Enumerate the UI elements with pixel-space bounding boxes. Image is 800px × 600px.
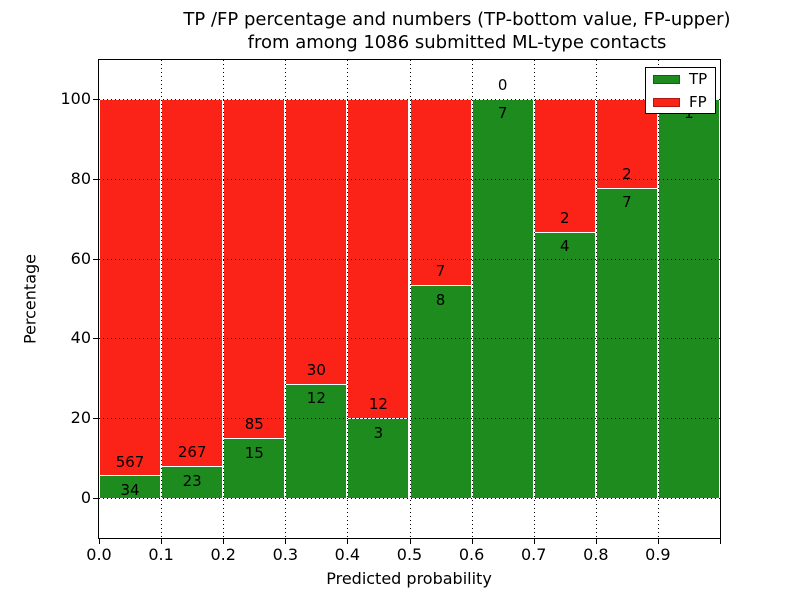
y-tick-label: 20 — [70, 408, 91, 428]
x-tick-label: 0.5 — [396, 545, 423, 564]
x-tick-mark — [285, 539, 287, 544]
y-tick-label: 0 — [80, 488, 91, 507]
y-tick-label: 100 — [60, 89, 91, 108]
tp-bar-segment — [347, 418, 410, 498]
x-tick-label: 0.7 — [520, 545, 547, 564]
y-tick-mark — [93, 258, 98, 260]
plot-area: TP FP 5673426723851530121237807242701 — [98, 59, 721, 539]
x-tick-mark — [595, 539, 597, 544]
x-tick-mark — [99, 539, 100, 544]
y-tick-label: 40 — [70, 328, 91, 348]
x-tick-label: 0.0 — [86, 545, 112, 564]
fp-bar-segment — [161, 99, 224, 467]
tp-bar-segment — [285, 384, 348, 498]
x-tick-mark — [720, 539, 721, 544]
x-tick-mark — [657, 539, 659, 544]
x-tick-label: 0.9 — [645, 545, 671, 564]
x-tick-label: 0.4 — [334, 545, 361, 564]
x-tick-mark — [533, 539, 535, 544]
tp-bar-segment — [533, 232, 596, 498]
tp-bar-segment — [223, 438, 286, 498]
fp-bar-segment — [285, 99, 348, 384]
chart-title: TP /FP percentage and numbers (TP-bottom… — [157, 8, 757, 54]
fp-bar-segment — [409, 99, 472, 286]
tp-bar-segment — [409, 285, 472, 498]
fp-count-label: 0 — [497, 76, 508, 94]
legend-row-tp: TP — [653, 69, 708, 88]
horizontal-gridline — [99, 498, 720, 499]
legend-swatch-tp-icon — [653, 74, 680, 84]
x-tick-label: 0.3 — [272, 545, 299, 564]
legend-label-tp: TP — [689, 69, 708, 88]
y-axis-label: Percentage — [20, 253, 40, 345]
fp-bar-segment — [99, 99, 162, 476]
x-tick-label: 0.2 — [210, 545, 236, 564]
y-tick-label: 60 — [70, 248, 91, 268]
tp-bar-segment — [595, 187, 658, 498]
y-tick-mark — [93, 498, 98, 499]
y-tick-mark — [93, 418, 98, 420]
fp-bar-segment — [533, 99, 596, 232]
y-tick-mark — [93, 99, 98, 100]
legend-row-fp: FP — [653, 92, 708, 111]
x-tick-mark — [409, 539, 411, 544]
legend-label-fp: FP — [689, 92, 707, 111]
fp-bar-segment — [347, 99, 410, 419]
x-tick-label: 0.1 — [148, 545, 174, 564]
x-tick-mark — [471, 539, 473, 544]
tp-bar-segment — [161, 466, 224, 498]
y-tick-mark — [93, 178, 98, 180]
x-tick-mark — [223, 539, 225, 544]
tp-bar-segment — [99, 475, 162, 498]
y-tick-label: 80 — [70, 168, 91, 188]
fp-bar-segment — [223, 99, 286, 439]
chart-title-line1: TP /FP percentage and numbers (TP-bottom… — [183, 9, 731, 30]
x-tick-mark — [161, 539, 163, 544]
x-axis-label: Predicted probability — [326, 569, 492, 588]
chart-title-line2: from among 1086 submitted ML-type contac… — [247, 32, 667, 53]
tp-bar-segment — [471, 99, 534, 498]
x-tick-mark — [347, 539, 349, 544]
legend-swatch-fp-icon — [653, 97, 680, 107]
y-tick-mark — [93, 338, 98, 340]
legend: TP FP — [645, 67, 716, 114]
x-tick-label: 0.8 — [583, 545, 609, 564]
tp-bar-segment — [657, 99, 720, 498]
x-tick-label: 0.6 — [458, 545, 485, 564]
